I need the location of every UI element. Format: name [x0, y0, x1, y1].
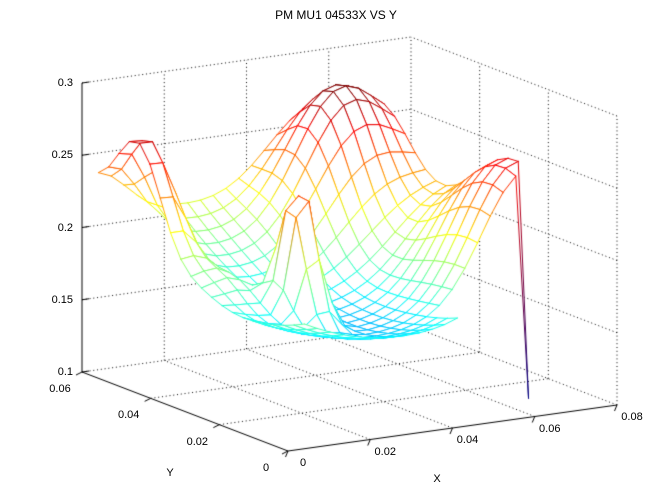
x-tick-label: 0.06: [539, 422, 561, 435]
plot-title: PM MU1 04533X VS Y: [275, 8, 397, 22]
y-tick-label: 0.02: [186, 435, 209, 448]
x-tick-label: 0: [299, 457, 307, 469]
z-tick-label: 0.2: [57, 221, 73, 234]
z-tick-label: 0.1: [57, 366, 73, 378]
z-tick-label: 0.25: [51, 149, 73, 162]
y-tick-label: 0.04: [117, 409, 140, 422]
y-tick-label: 0: [262, 462, 270, 474]
z-tick-label: 0.3: [57, 77, 73, 89]
y-tick-label: 0.06: [49, 383, 71, 395]
x-tick-label: 0.04: [456, 434, 479, 446]
x-tick-label: 0.08: [621, 411, 643, 423]
x-axis-label: X: [433, 473, 441, 485]
z-tick-label: 0.15: [51, 293, 73, 306]
x-tick-label: 0.02: [374, 445, 396, 458]
y-axis-label: Y: [166, 467, 174, 479]
